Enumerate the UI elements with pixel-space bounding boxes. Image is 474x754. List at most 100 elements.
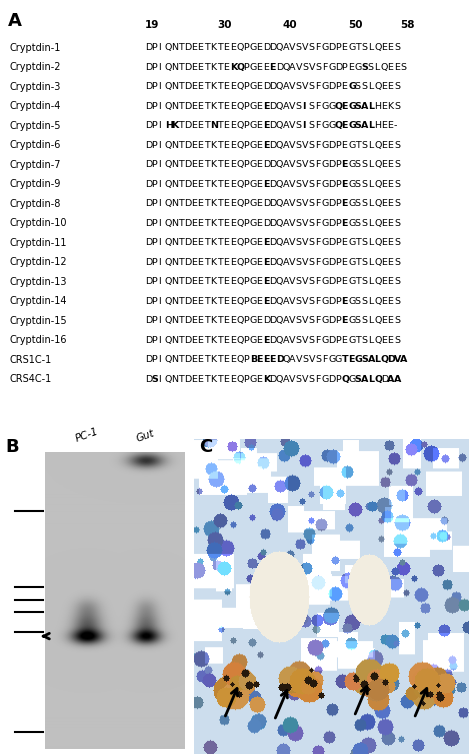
Text: S: S — [309, 238, 315, 247]
Text: T: T — [178, 238, 183, 247]
Text: E: E — [191, 121, 197, 130]
Text: D: D — [269, 141, 277, 150]
Text: S: S — [394, 297, 400, 306]
Text: Q: Q — [276, 238, 283, 247]
Text: Q: Q — [335, 102, 343, 111]
Text: T: T — [355, 277, 360, 287]
Text: A: A — [283, 180, 289, 189]
Text: S: S — [309, 258, 315, 267]
Text: E: E — [224, 63, 229, 72]
Text: E: E — [381, 44, 387, 53]
Text: G: G — [328, 355, 336, 364]
Text: S: S — [296, 82, 301, 91]
Text: S: S — [355, 375, 361, 384]
Text: P: P — [243, 121, 249, 130]
Text: V: V — [302, 219, 309, 228]
Text: 40: 40 — [283, 20, 297, 30]
Text: L: L — [368, 180, 373, 189]
Text: B: B — [5, 438, 18, 456]
Text: S: S — [296, 44, 301, 53]
Text: E: E — [387, 277, 393, 287]
Text: I: I — [158, 102, 161, 111]
Text: K: K — [210, 297, 217, 306]
Text: A: A — [283, 141, 289, 150]
Text: D: D — [328, 141, 336, 150]
Text: S: S — [296, 141, 301, 150]
Text: V: V — [289, 44, 296, 53]
Text: D: D — [145, 121, 152, 130]
Text: T: T — [204, 355, 210, 364]
Text: D: D — [145, 199, 152, 208]
Text: P: P — [243, 161, 249, 170]
Text: E: E — [224, 180, 229, 189]
Text: V: V — [302, 180, 309, 189]
Text: E: E — [191, 199, 197, 208]
Text: E: E — [387, 82, 393, 91]
Text: Q: Q — [237, 199, 244, 208]
Text: E: E — [230, 199, 236, 208]
Text: E: E — [230, 258, 236, 267]
Text: I: I — [158, 180, 161, 189]
Text: Q: Q — [237, 336, 244, 345]
Text: P: P — [335, 238, 341, 247]
Text: T: T — [178, 161, 183, 170]
Text: S: S — [394, 102, 400, 111]
Text: S: S — [355, 82, 361, 91]
Text: T: T — [217, 121, 223, 130]
Text: P: P — [243, 180, 249, 189]
Text: D: D — [184, 238, 191, 247]
Text: F: F — [315, 102, 321, 111]
Text: Cryptdin-5: Cryptdin-5 — [10, 121, 62, 131]
Text: Q: Q — [164, 219, 172, 228]
Text: V: V — [289, 121, 296, 130]
Text: D: D — [263, 82, 270, 91]
Text: Q: Q — [164, 141, 172, 150]
Text: F: F — [315, 141, 321, 150]
Text: I: I — [158, 82, 161, 91]
Text: A: A — [283, 317, 289, 325]
Text: G: G — [322, 277, 329, 287]
Text: S: S — [394, 336, 400, 345]
Text: D: D — [145, 219, 152, 228]
Text: P: P — [152, 63, 157, 72]
Text: E: E — [230, 102, 236, 111]
Text: P: P — [152, 297, 157, 306]
Text: T: T — [178, 317, 183, 325]
Text: G: G — [348, 336, 356, 345]
Text: G: G — [348, 44, 356, 53]
Text: E: E — [341, 219, 348, 228]
Text: V: V — [289, 161, 296, 170]
Text: K: K — [387, 102, 393, 111]
Text: E: E — [381, 219, 387, 228]
Text: D: D — [184, 44, 191, 53]
Text: F: F — [315, 258, 321, 267]
Text: T: T — [204, 141, 210, 150]
Text: T: T — [341, 355, 348, 364]
Text: S: S — [361, 180, 367, 189]
Text: N: N — [171, 141, 178, 150]
Text: I: I — [158, 317, 161, 325]
Text: P: P — [152, 219, 157, 228]
Text: E: E — [197, 297, 203, 306]
Text: PC-1: PC-1 — [74, 427, 100, 444]
Text: P: P — [243, 63, 249, 72]
Text: S: S — [355, 121, 361, 130]
Text: E: E — [256, 82, 262, 91]
Text: A: A — [283, 336, 289, 345]
Text: Cryptdin-8: Cryptdin-8 — [10, 199, 61, 209]
Text: D: D — [145, 102, 152, 111]
Text: G: G — [322, 44, 329, 53]
Text: G: G — [250, 180, 257, 189]
Text: P: P — [152, 141, 157, 150]
Text: T: T — [178, 277, 183, 287]
Text: E: E — [387, 336, 393, 345]
Text: D: D — [145, 141, 152, 150]
Text: D: D — [328, 238, 336, 247]
Text: D: D — [145, 258, 152, 267]
Text: D: D — [269, 336, 277, 345]
Text: D: D — [184, 63, 191, 72]
Text: E: E — [197, 141, 203, 150]
Text: D: D — [263, 317, 270, 325]
Text: A: A — [361, 121, 368, 130]
Text: E: E — [381, 336, 387, 345]
